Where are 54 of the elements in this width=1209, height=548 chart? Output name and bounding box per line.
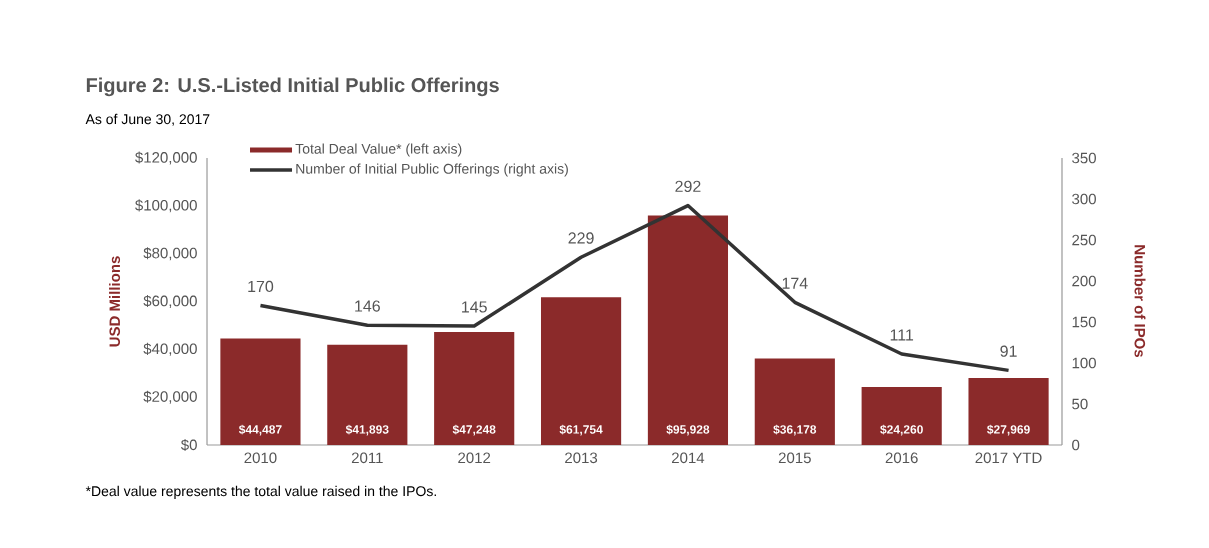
data-label: $47,248 bbox=[452, 424, 496, 436]
bar bbox=[540, 297, 622, 445]
x-tick-label: 2013 bbox=[565, 452, 598, 464]
data-label: 111 bbox=[890, 329, 914, 341]
data-label: 174 bbox=[782, 277, 808, 289]
y-tick-label: $40,000 bbox=[143, 342, 197, 356]
data-label: $41,893 bbox=[345, 424, 389, 436]
y2-tick-label: 300 bbox=[1072, 193, 1096, 205]
bar bbox=[754, 358, 835, 445]
x-tick-label: 2014 bbox=[672, 452, 705, 464]
chart-title: Figure 2: U.S.-Listed Initial Public Offerings bbox=[86, 77, 499, 97]
data-label: 170 bbox=[248, 280, 274, 293]
y2-tick-label: 350 bbox=[1072, 152, 1096, 164]
bar bbox=[434, 331, 515, 445]
data-label: 292 bbox=[675, 180, 701, 193]
y2-tick-label: 200 bbox=[1072, 275, 1096, 287]
bar bbox=[220, 338, 301, 445]
x-tick-label: 2010 bbox=[244, 452, 277, 464]
y2-tick-label: 50 bbox=[1072, 398, 1088, 410]
y-axis-title: USD Millions bbox=[109, 256, 121, 347]
data-label: $27,969 bbox=[987, 424, 1030, 436]
bar bbox=[327, 344, 408, 445]
data-label: $36,178 bbox=[773, 424, 817, 436]
y2-axis-title: Number of IPOs bbox=[1134, 245, 1146, 358]
y2-tick-label: 100 bbox=[1072, 357, 1096, 369]
y-tick-label: $20,000 bbox=[143, 390, 197, 404]
data-label: $44,487 bbox=[238, 424, 282, 436]
data-label: 229 bbox=[568, 232, 594, 244]
bar bbox=[968, 378, 1049, 445]
y2-tick-label: 0 bbox=[1072, 439, 1080, 451]
data-label: $61,754 bbox=[559, 424, 603, 436]
text: *Deal value represents the total value raised in the IPOs. bbox=[85, 485, 436, 499]
y-tick-label: $80,000 bbox=[143, 247, 197, 261]
x-tick-label: 2015 bbox=[778, 452, 811, 464]
x-tick-label: 2016 bbox=[885, 452, 918, 464]
x-tick-label: 2011 bbox=[351, 452, 383, 464]
data-label: $24,260 bbox=[880, 424, 923, 436]
data-label: 146 bbox=[355, 300, 380, 312]
y-tick-label: $60,000 bbox=[143, 294, 197, 308]
legend-label: Total Deal Value* (left axis) bbox=[295, 143, 462, 157]
chart-subtitle: As of June 30, 2017 bbox=[85, 113, 210, 126]
bar bbox=[861, 386, 942, 445]
data-label: 145 bbox=[462, 301, 487, 313]
x-tick-label: 2017 YTD bbox=[975, 452, 1042, 464]
data-label: $95,928 bbox=[666, 424, 710, 436]
y-tick-label: $100,000 bbox=[135, 199, 197, 213]
y-tick-label: $120,000 bbox=[135, 151, 197, 165]
y2-tick-label: 250 bbox=[1072, 234, 1096, 246]
x-tick-label: 2012 bbox=[458, 452, 491, 464]
data-label: 91 bbox=[1000, 345, 1017, 357]
y-tick-label: $0 bbox=[180, 438, 197, 452]
bar bbox=[647, 215, 729, 445]
legend-label: Number of Initial Public Offerings (right axis) bbox=[296, 163, 568, 177]
y2-tick-label: 150 bbox=[1072, 316, 1096, 328]
